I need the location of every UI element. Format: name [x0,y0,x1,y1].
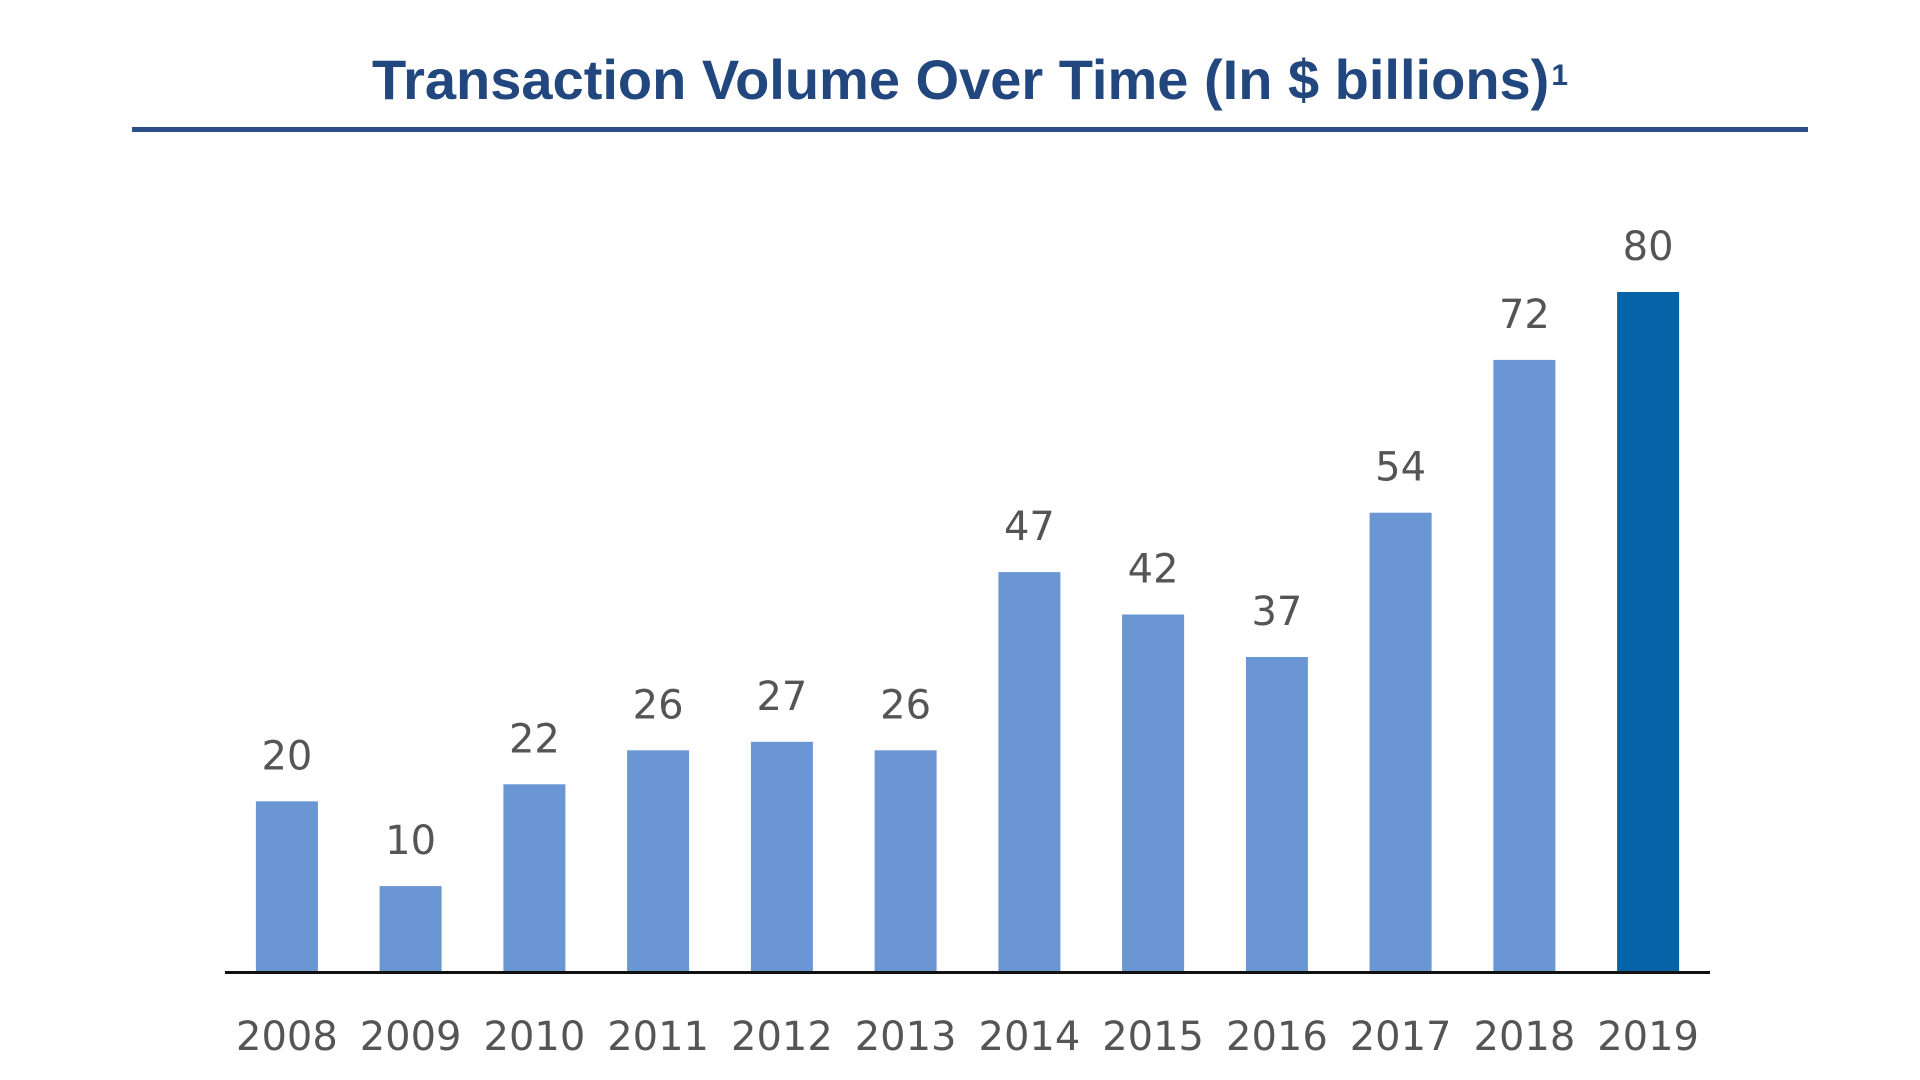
data-label-2009: 10 [385,818,436,864]
data-label-2016: 37 [1251,589,1302,635]
bar-2008 [255,801,318,972]
bar-2017 [1369,512,1432,971]
x-tick-label-2014: 2014 [979,1014,1081,1060]
x-tick-label-2012: 2012 [731,1014,833,1060]
data-label-2015: 42 [1128,547,1179,593]
data-label-2010: 22 [509,716,560,762]
title-footnote-marker: 1 [1551,59,1568,92]
data-label-2014: 47 [1004,504,1055,550]
x-tick-label-2017: 2017 [1350,1014,1452,1060]
bar-2011 [627,750,690,971]
data-labels: 20 10 22 26 27 26 47 42 37 54 72 80 [261,224,1673,864]
x-tick-label-2008: 2008 [236,1014,338,1060]
bar-2012 [750,741,813,971]
bar-2014 [998,572,1061,971]
x-tick-label-2011: 2011 [607,1014,709,1060]
bar-series [255,292,1680,972]
x-tick-label-2018: 2018 [1474,1014,1576,1060]
x-tick-label-2010: 2010 [484,1014,586,1060]
data-label-2008: 20 [261,733,312,779]
chart-title-text: Transaction Volume Over Time (In $ billi… [372,48,1550,111]
bar-2015 [1122,614,1185,971]
data-label-2012: 27 [756,674,807,720]
chart-title: Transaction Volume Over Time (In $ billi… [132,44,1808,116]
data-label-2013: 26 [880,682,931,728]
x-tick-label-2019: 2019 [1597,1014,1699,1060]
title-underline [132,127,1808,132]
bar-2019 [1617,292,1680,971]
x-tick-label-2013: 2013 [855,1014,957,1060]
bar-2010 [503,784,566,971]
x-axis-tick-labels: 2008 2009 2010 2011 2012 2013 2014 2015 2016 2017… [236,1014,1699,1060]
data-label-2011: 26 [633,682,684,728]
x-tick-label-2016: 2016 [1226,1014,1328,1060]
data-label-2017: 54 [1375,445,1426,491]
data-label-2019: 80 [1623,224,1674,270]
bar-2016 [1245,657,1308,971]
bar-2018 [1493,359,1556,971]
x-tick-label-2009: 2009 [360,1014,462,1060]
data-label-2018: 72 [1499,292,1550,338]
bar-2013 [874,750,937,971]
x-tick-label-2015: 2015 [1102,1014,1204,1060]
bar-2009 [379,886,442,971]
